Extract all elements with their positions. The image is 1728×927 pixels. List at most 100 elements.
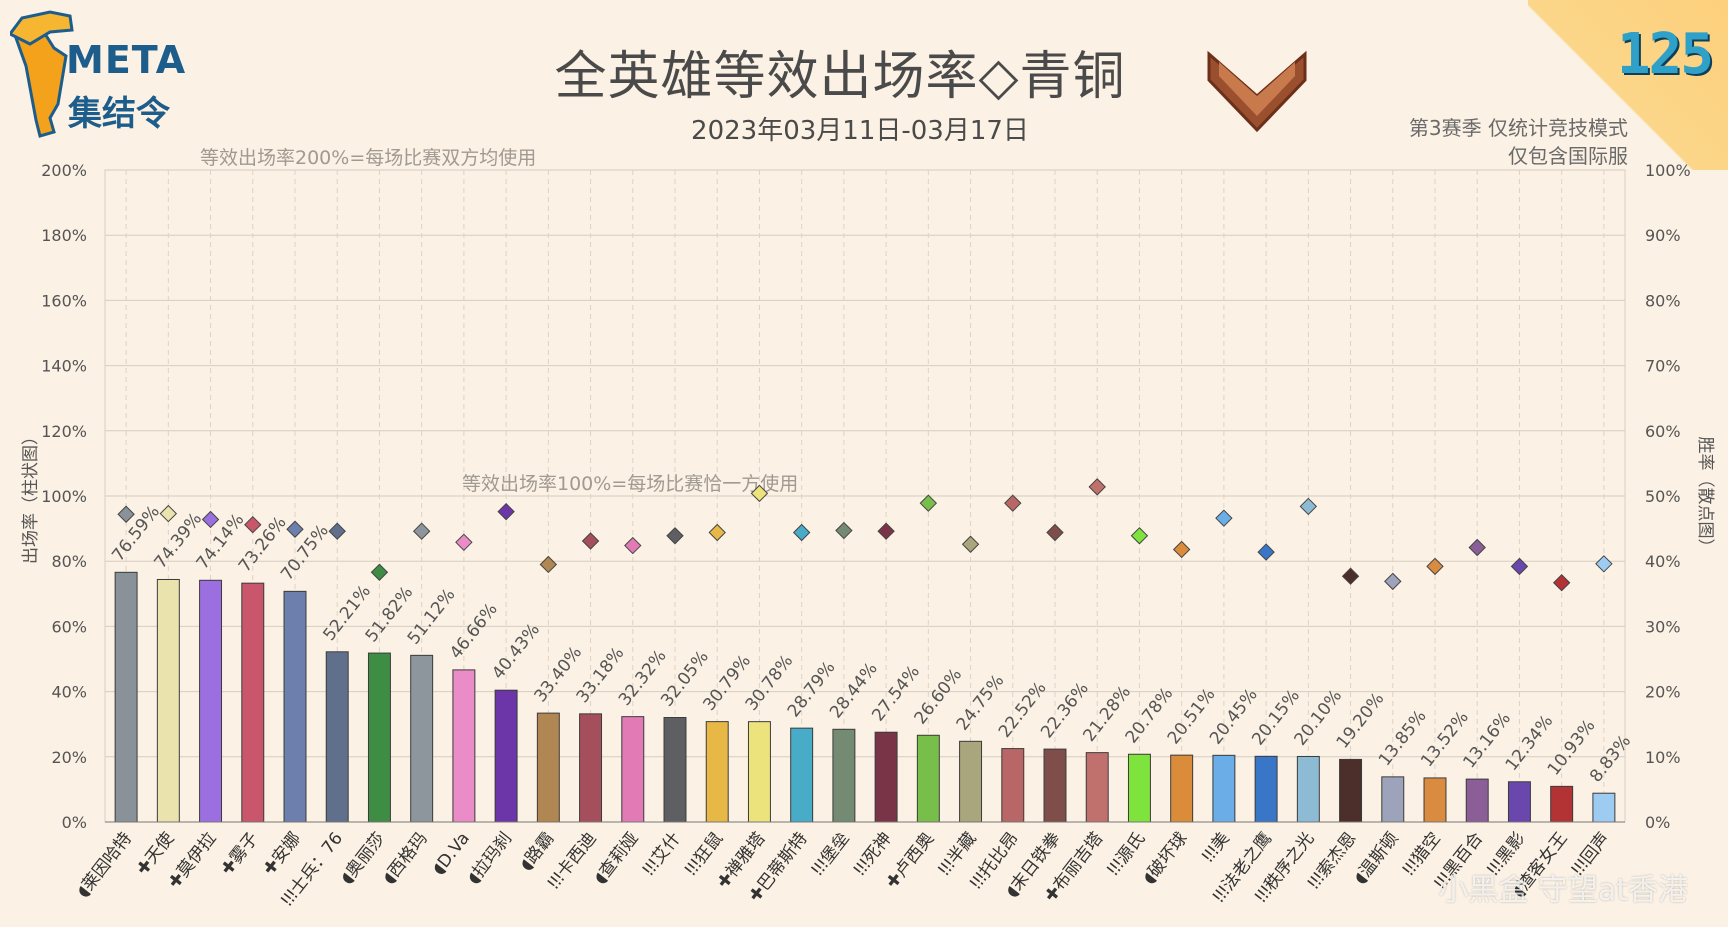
meta-logo: META 集结令 [7, 8, 187, 143]
winrate-point [919, 494, 938, 512]
winrate-point [624, 536, 642, 555]
category-label: ǃǃǃ美 [1198, 829, 1234, 867]
bar [1127, 753, 1151, 823]
server-note: 仅包含国际服 [1508, 144, 1628, 168]
winrate-point [201, 510, 220, 529]
bar [1465, 778, 1489, 823]
right-tick-label: 100% [1645, 161, 1691, 180]
left-tick-label: 140% [41, 357, 87, 376]
bar-data-label: 40.43% [488, 620, 544, 683]
right-tick-label: 30% [1645, 617, 1681, 636]
winrate-point [708, 523, 726, 542]
winrate-point [792, 523, 811, 542]
bar [621, 716, 645, 823]
winrate-point [370, 563, 389, 581]
category-label: ǃǃǃ艾什 [639, 829, 685, 880]
category-label: ◖查莉娅 [590, 829, 643, 889]
right-tick-label: 40% [1645, 552, 1681, 571]
left-tick-label: 60% [51, 617, 87, 636]
left-tick-label: 0% [62, 813, 87, 832]
bar [1339, 758, 1363, 823]
bar [241, 582, 265, 823]
winrate-point [1004, 494, 1022, 512]
winrate-point [581, 532, 600, 550]
left-tick-label: 40% [51, 683, 87, 702]
right-tick-label: 0% [1645, 813, 1670, 832]
category-label: ◖奥丽莎 [337, 829, 390, 889]
winrate-point [750, 484, 769, 503]
left-tick-label: 160% [41, 291, 87, 310]
left-tick-label: 120% [41, 422, 87, 441]
winrate-point [412, 522, 431, 540]
winrate-point [117, 505, 135, 523]
winrate-point [961, 535, 980, 553]
winrate-point [497, 502, 515, 521]
page-title: 全英雄等效出场率◇青铜 [554, 47, 1126, 107]
bar [1381, 776, 1405, 823]
category-label: ◖西格玛 [379, 829, 432, 889]
bar [1212, 754, 1236, 823]
right-tick-label: 10% [1645, 748, 1681, 767]
winrate-point [1088, 478, 1106, 496]
bar [156, 578, 180, 823]
left-tick-label: 100% [41, 487, 87, 506]
winrate-point [455, 533, 473, 551]
bar [705, 721, 729, 823]
bar [325, 651, 349, 823]
bar [114, 571, 138, 823]
winrate-point [1552, 574, 1571, 592]
bar [452, 669, 476, 823]
winrate-point [1384, 572, 1402, 591]
watermark: 小黑盒 守望at香港 [1438, 873, 1688, 908]
winrate-point [286, 520, 304, 538]
date-range: 2023年03月11日-03月17日 [691, 116, 1029, 146]
winrate-point [1215, 509, 1233, 527]
winrate-point [666, 527, 684, 545]
bar [199, 579, 223, 823]
winrate-point [1172, 540, 1191, 559]
right-tick-label: 90% [1645, 226, 1681, 245]
right-tick-label: 20% [1645, 683, 1681, 702]
bar [1254, 755, 1278, 823]
winrate-point [244, 515, 262, 534]
category-label: ✚雾子 [217, 829, 262, 879]
right-tick-label: 50% [1645, 487, 1681, 506]
left-tick-label: 80% [51, 552, 87, 571]
category-label: ǃǃǃ堡垒 [808, 829, 854, 880]
bar [832, 728, 856, 823]
bar [367, 652, 391, 823]
winrate-point [877, 522, 895, 540]
logo-text-jijieling: 集结令 [68, 94, 170, 134]
bar [1507, 781, 1531, 823]
logo-text-meta: META [66, 38, 187, 82]
bar-data-label: 46.66% [446, 600, 502, 663]
bar-data-label: 8.83% [1586, 731, 1635, 786]
annotation-100: 等效出场率100%=每场比赛恰一方使用 [462, 473, 798, 495]
annotation-200: 等效出场率200%=每场比赛双方均使用 [200, 147, 536, 169]
bar [494, 689, 518, 823]
issue-number: 125 [1616, 22, 1714, 87]
right-axis-label: 胜率（散点图） [1695, 437, 1715, 556]
winrate-point [835, 521, 853, 540]
bar [579, 713, 603, 823]
right-tick-label: 70% [1645, 357, 1681, 376]
category-label: ◖拉玛刹 [463, 829, 516, 889]
winrate-point [1299, 497, 1318, 516]
winrate-point [1595, 555, 1613, 573]
category-label: ◖破坏球 [1139, 829, 1192, 889]
winrate-point [1510, 557, 1529, 576]
bar [1592, 792, 1616, 823]
bar [747, 721, 771, 823]
winrate-point [1468, 538, 1486, 557]
winrate-point [1257, 543, 1275, 561]
bar [916, 734, 940, 823]
category-label: ◖路霸 [516, 829, 558, 875]
winrate-point [539, 555, 558, 574]
season-note: 第3赛季 仅统计竞技模式 [1408, 116, 1628, 140]
trumpet-icon [7, 10, 74, 138]
bar [1043, 748, 1067, 823]
winrate-point [328, 522, 346, 540]
bar [1550, 785, 1574, 823]
winrate-point [159, 504, 178, 523]
